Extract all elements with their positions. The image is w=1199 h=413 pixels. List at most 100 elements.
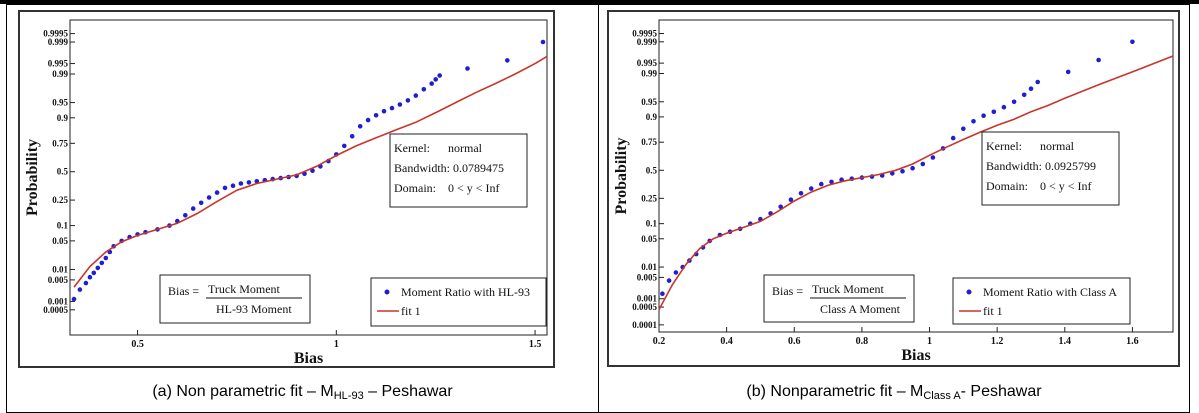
data-point: [961, 126, 966, 132]
data-point: [1096, 57, 1101, 63]
data-point: [991, 109, 997, 115]
legend-line-label: fit 1: [983, 304, 1003, 318]
y-tick-label: 0.95: [641, 97, 657, 107]
y-tick-label: 0.0001: [632, 320, 657, 330]
data-point: [505, 58, 510, 63]
legend-points-label: Moment Ratio with HL-93: [401, 285, 530, 299]
y-tick-label: 0.5: [646, 165, 658, 175]
caption-a-prefix: (a) Non parametric fit – M: [152, 383, 334, 400]
data-point: [405, 98, 411, 103]
y-tick-label: 0.1: [57, 221, 69, 231]
y-tick-label: 0.05: [641, 234, 657, 244]
y-tick-label: 0.999: [48, 37, 69, 47]
data-point: [788, 197, 794, 202]
x-tick-label: 1.2: [991, 336, 1004, 347]
x-tick-label: 0.2: [653, 336, 666, 347]
legend-box: [370, 277, 547, 327]
data-point: [1001, 104, 1007, 110]
legend-line-label: fit 1: [401, 304, 421, 318]
y-tick-label: 0.01: [641, 262, 657, 272]
data-point: [77, 287, 83, 292]
data-point: [238, 181, 244, 186]
legend-box: [952, 277, 1131, 325]
data-point: [1130, 39, 1135, 45]
caption-b-prefix: (b) Nonparametric fit – M: [746, 383, 924, 400]
data-point: [930, 155, 936, 160]
data-point: [950, 135, 956, 141]
data-point: [389, 105, 395, 111]
caption-a-sub: HL-93: [333, 390, 364, 402]
data-point: [246, 180, 252, 185]
bias-numerator: Truck Moment: [208, 282, 281, 296]
data-point: [465, 66, 470, 71]
fit-line: [73, 55, 548, 288]
y-tick-label: 0.001: [637, 294, 658, 304]
domain-value: 0 < y < Inf: [448, 181, 500, 195]
x-tick-label: 0.6: [788, 336, 801, 347]
data-point: [103, 255, 109, 261]
y-tick-label: 0.9995: [43, 29, 68, 39]
data-point: [413, 93, 419, 98]
data-point: [365, 117, 371, 123]
y-tick-label: 0.9: [57, 113, 69, 123]
y-tick-label: 0.005: [48, 275, 69, 285]
caption-b-suffix: - Peshawar: [960, 383, 1042, 400]
bandwidth-text: Bandwidth: 0.0925799: [986, 159, 1096, 173]
kernel-box: [981, 131, 1120, 206]
kernel-box: [389, 133, 528, 208]
kernel-label: Kernel:: [394, 141, 430, 155]
bias-denominator: HL-93 Moment: [216, 302, 292, 316]
y-axis-label: Probability: [24, 139, 41, 216]
data-point: [1035, 79, 1040, 85]
data-point: [971, 119, 976, 124]
caption-a: (a) Non parametric fit – MHL-93 – Peshaw…: [6, 383, 599, 402]
data-point: [357, 124, 363, 129]
y-tick-label: 0.9995: [632, 28, 657, 38]
data-point: [206, 195, 212, 200]
y-tick-label: 0.0005: [43, 305, 68, 315]
data-point: [819, 181, 824, 187]
data-point: [397, 102, 403, 107]
y-tick-label: 0.995: [637, 58, 658, 68]
y-tick-label: 0.01: [52, 264, 68, 274]
data-point: [433, 77, 439, 82]
data-point: [829, 179, 834, 185]
data-point: [349, 134, 355, 139]
data-point: [99, 260, 105, 266]
y-tick-label: 0.995: [48, 59, 69, 69]
data-point: [83, 280, 89, 286]
data-point: [183, 213, 188, 218]
y-tick-label: 0.95: [52, 98, 68, 108]
bias-numerator: Truck Moment: [812, 282, 885, 296]
x-tick-label: 0.8: [856, 336, 869, 347]
data-point: [660, 291, 665, 297]
data-point: [230, 183, 236, 188]
x-tick-label: 0.4: [720, 336, 733, 347]
x-tick-label: 1: [334, 339, 339, 350]
kernel-value: normal: [448, 141, 483, 155]
data-point: [342, 143, 347, 149]
data-point: [900, 169, 905, 174]
bias-prefix: Bias =: [168, 284, 199, 298]
y-axis-label: Probability: [613, 137, 630, 214]
x-axis-label: Bias: [294, 350, 323, 366]
data-point: [920, 161, 926, 167]
y-tick-label: 0.1: [646, 219, 658, 229]
data-point: [198, 200, 204, 206]
y-tick-label: 0.9: [646, 112, 658, 122]
data-point: [71, 296, 77, 302]
data-point: [798, 191, 804, 196]
bias-prefix: Bias =: [772, 284, 803, 298]
legend-points-label: Moment Ratio with Class A: [983, 285, 1117, 299]
x-axis-label: Bias: [901, 347, 930, 364]
data-point: [808, 186, 814, 191]
y-tick-label: 0.001: [48, 296, 69, 306]
kernel-label: Kernel:: [986, 139, 1022, 153]
y-tick-label: 0.25: [52, 195, 68, 205]
x-tick-label: 0.5: [131, 339, 144, 350]
data-point: [981, 113, 986, 118]
x-tick-label: 1.5: [529, 339, 542, 350]
data-point: [673, 270, 679, 275]
chart-panel-a: 0.0005 0.001 0.005 0.01 0.05 0.1 0.25 0.5 0.75 0.…: [18, 10, 555, 368]
